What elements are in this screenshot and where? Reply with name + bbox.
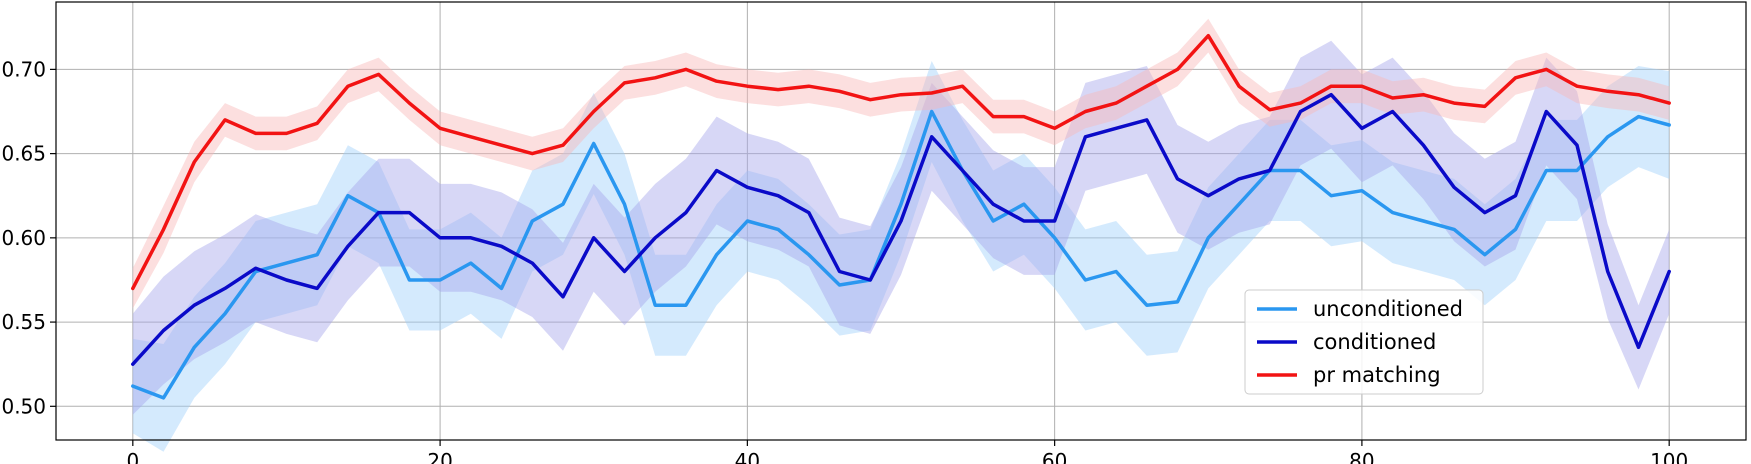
legend: unconditioned conditioned pr matching — [1244, 289, 1484, 395]
axis-ticks: 0 20 40 60 80 100 0.50 0.55 0.60 0.65 0.70 — [1, 57, 1688, 464]
x-tick-label: 0 — [126, 449, 139, 464]
band-conditioned — [132, 40, 1670, 415]
plot-frame — [55, 1, 1747, 441]
band-unconditioned — [132, 61, 1670, 452]
legend-label: conditioned — [1313, 330, 1436, 354]
x-tick-label: 100 — [1650, 449, 1688, 464]
y-tick-label: 0.50 — [1, 394, 46, 418]
legend-box — [1244, 289, 1484, 395]
confidence-bands — [132, 18, 1670, 452]
legend-label: pr matching — [1313, 363, 1441, 387]
series-line-pr-matching — [131, 33, 1671, 291]
band-pr-matching — [132, 18, 1670, 309]
x-tick-label: 60 — [1042, 449, 1067, 464]
x-tick-label: 80 — [1349, 449, 1374, 464]
y-tick-label: 0.65 — [1, 142, 46, 166]
x-tick-label: 20 — [427, 449, 452, 464]
y-tick-label: 0.60 — [1, 226, 46, 250]
legend-label: unconditioned — [1313, 297, 1463, 321]
series-lines — [131, 33, 1671, 400]
x-tick-label: 40 — [735, 449, 760, 464]
y-tick-label: 0.55 — [1, 310, 46, 334]
series-line-conditioned — [131, 92, 1671, 366]
y-tick-label: 0.70 — [1, 57, 46, 81]
series-line-unconditioned — [131, 109, 1671, 400]
